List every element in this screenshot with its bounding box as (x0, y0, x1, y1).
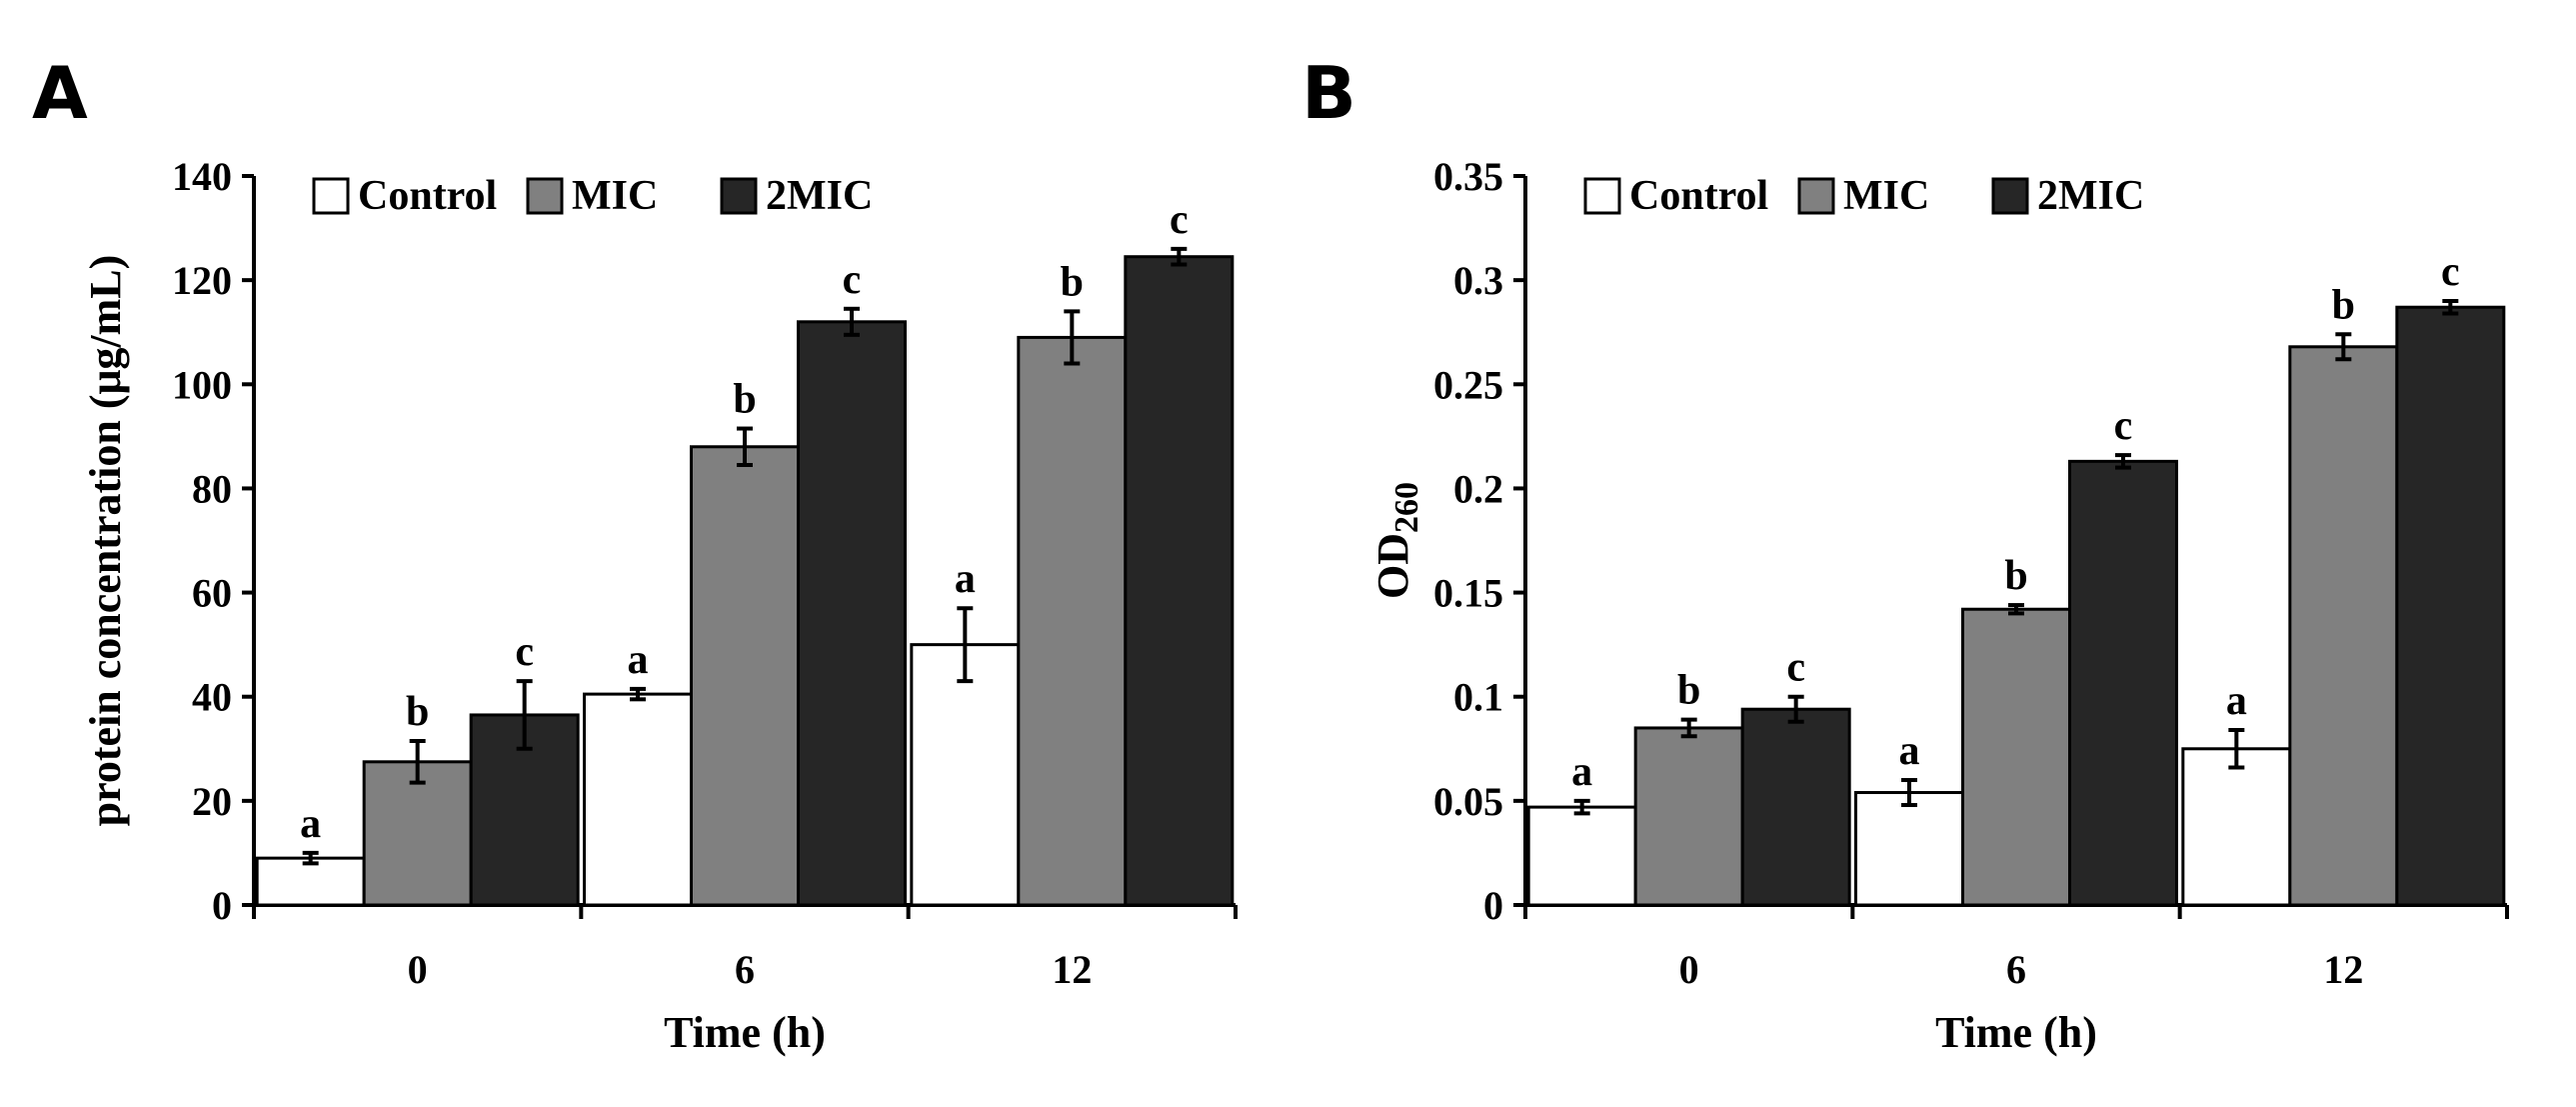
significance-letter: c (1170, 197, 1189, 243)
bar-control-6 (583, 692, 693, 907)
legend-swatch-control (1583, 177, 1621, 215)
significance-letter: b (1677, 668, 1700, 714)
significance-letter: c (2114, 403, 2133, 449)
significance-letter: a (1899, 728, 1920, 774)
panel-letter-b: B (1301, 51, 1356, 135)
x-tick-label: 0 (1679, 947, 1699, 992)
significance-letter: a (300, 801, 321, 847)
y-axis-title-subscript: 260 (1388, 482, 1425, 533)
y-axis-title: OD260 (1368, 482, 1425, 599)
legend-swatch-2mic (720, 177, 758, 215)
y-axis-title-text: protein concentration (μg/mL) (81, 255, 130, 827)
y-tick-label: 0.05 (1433, 779, 1503, 824)
y-tick-label: 80 (192, 466, 232, 511)
significance-letter: c (2441, 249, 2460, 295)
y-tick-label: 20 (192, 779, 232, 824)
legend-swatch-mic (1797, 177, 1835, 215)
chart-panel-b: 0 0.05 0.1 0.15 0.2 0.25 0.3 0.35 0 6 12 a a a b b b c c c T… (1368, 154, 2509, 1057)
bar-control-6 (1854, 791, 1964, 907)
x-tick-label: 6 (735, 947, 755, 992)
legend-label-2mic: 2MIC (766, 173, 873, 219)
significance-letter: b (733, 377, 756, 423)
bar-mic-6 (1961, 607, 2071, 907)
y-tick-label: 0 (212, 883, 232, 928)
significance-letter: c (843, 257, 862, 303)
y-tick-label: 0.1 (1453, 675, 1503, 720)
y-tick-label: 140 (172, 154, 232, 199)
bar-2mic-12 (1124, 255, 1235, 907)
legend-swatch-mic (526, 177, 564, 215)
bar-mic-6 (690, 445, 800, 907)
y-tick-label: 40 (192, 675, 232, 720)
x-axis-title: Time (h) (664, 1008, 826, 1057)
significance-letter: a (955, 556, 976, 602)
bar-mic-12 (2288, 345, 2399, 907)
x-tick-label: 0 (408, 947, 428, 992)
bar-mic-12 (1017, 335, 1128, 907)
y-tick-label: 0.2 (1453, 466, 1503, 511)
y-tick-label: 100 (172, 362, 232, 407)
legend-swatch-control (312, 177, 350, 215)
significance-letter: b (1061, 259, 1084, 305)
y-axis-title: protein concentration (μg/mL) (81, 255, 130, 827)
legend-label-mic: MIC (572, 173, 658, 219)
x-tick-label: 6 (2006, 947, 2026, 992)
x-axis-title: Time (h) (1935, 1008, 2097, 1057)
legend-label-control: Control (358, 173, 497, 219)
y-tick-label: 60 (192, 571, 232, 616)
bar-2mic-12 (2395, 305, 2506, 907)
bar-mic-0 (1633, 726, 1744, 907)
legend-label-control: Control (1629, 173, 1768, 219)
y-tick-label: 0.3 (1453, 258, 1503, 303)
bar-2mic-0 (1740, 707, 1851, 907)
significance-letter: a (2226, 678, 2247, 724)
bar-control-12 (2181, 747, 2292, 907)
significance-letter: b (406, 689, 429, 735)
x-tick-label: 12 (1052, 947, 1092, 992)
y-tick-label: 0 (1483, 883, 1503, 928)
significance-letter: b (2004, 553, 2027, 599)
bar-2mic-6 (2068, 459, 2178, 907)
significance-letter: c (515, 629, 534, 675)
x-tick-label: 12 (2323, 947, 2363, 992)
y-tick-label: 0.25 (1433, 362, 1503, 407)
legend-label-mic: MIC (1843, 173, 1929, 219)
bar-control-0 (1526, 805, 1637, 907)
y-tick-label: 120 (172, 258, 232, 303)
y-axis-title-text: OD (1368, 533, 1417, 599)
significance-letter: a (1571, 749, 1592, 795)
panel-letter-a: A (32, 51, 88, 135)
bar-2mic-6 (797, 320, 907, 907)
chart-panel-a: 0 20 40 60 80 100 120 140 0 6 12 a a a b b b c c c Time (h) p… (81, 154, 1238, 1057)
y-tick-label: 0.15 (1433, 571, 1503, 616)
y-tick-label: 0.35 (1433, 154, 1503, 199)
legend-swatch-2mic (1991, 177, 2029, 215)
significance-letter: c (1786, 645, 1805, 691)
significance-letter: b (2332, 282, 2355, 328)
bar-control-12 (910, 643, 1021, 907)
legend-label-2mic: 2MIC (2037, 173, 2144, 219)
bar-mic-0 (362, 760, 473, 907)
significance-letter: a (628, 637, 649, 683)
